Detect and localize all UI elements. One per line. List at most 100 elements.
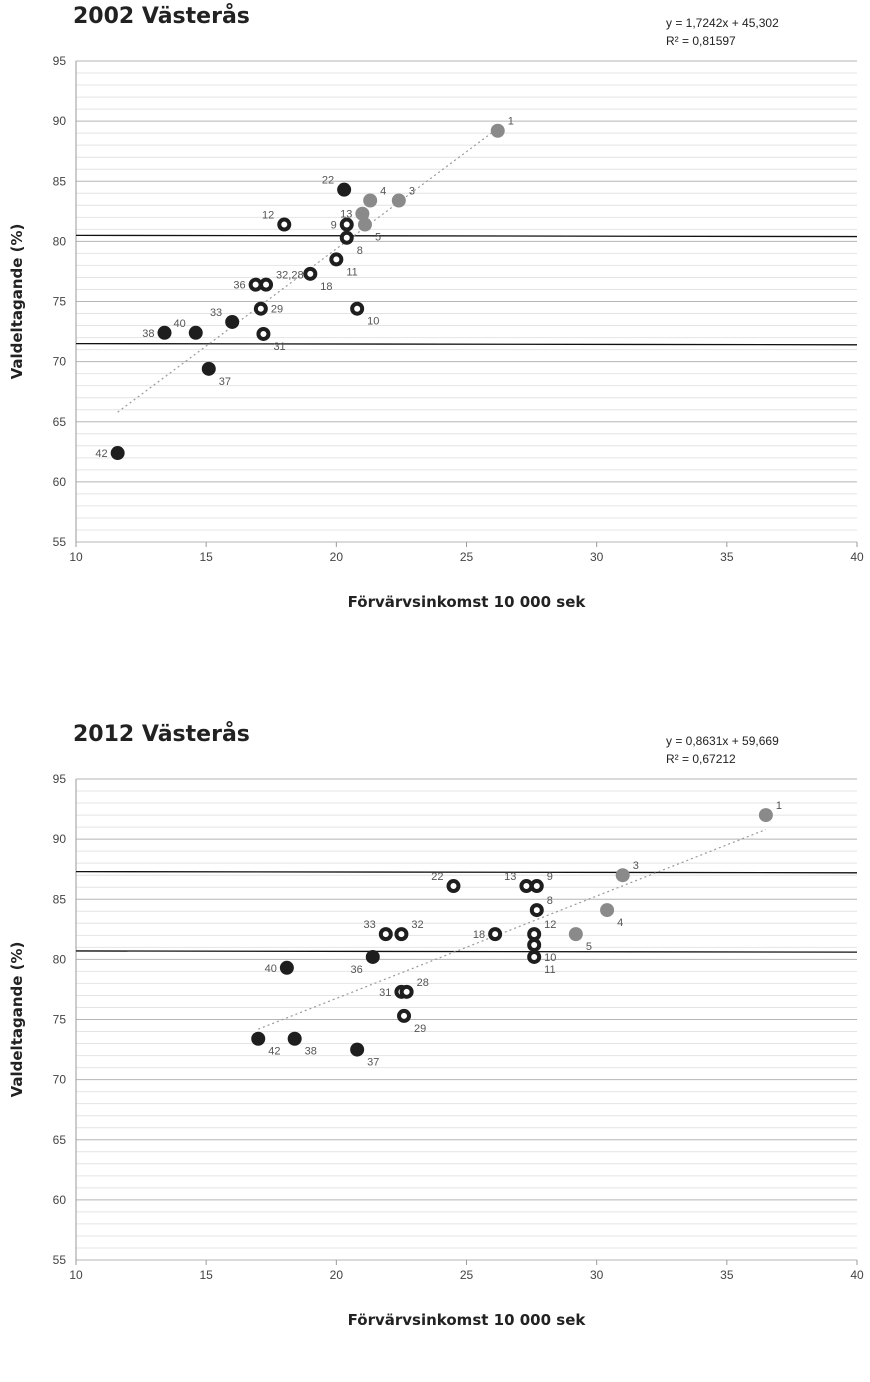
point-label: 18 <box>473 929 485 941</box>
data-point <box>355 206 370 221</box>
point-label: 36 <box>351 964 363 976</box>
y-tick-label: 90 <box>53 832 67 846</box>
y-tick-label: 75 <box>53 1013 67 1027</box>
r-squared: R² = 0,81597 <box>666 34 736 48</box>
y-tick-label: 70 <box>53 355 67 369</box>
data-point <box>391 193 406 208</box>
x-tick-label: 15 <box>199 1268 213 1282</box>
point-label: 10 <box>544 952 556 964</box>
data-point <box>188 325 203 340</box>
point-label: 28 <box>417 977 429 989</box>
point-label: 10 <box>367 316 379 328</box>
data-point <box>256 326 271 341</box>
x-axis-title: Förvärvsinkomst 10 000 sek <box>348 593 587 611</box>
point-label: 1 <box>508 116 514 128</box>
point-label: 31 <box>273 341 285 353</box>
point-label: 13 <box>504 871 516 883</box>
x-tick-label: 40 <box>850 1268 864 1282</box>
point-label: 38 <box>305 1046 317 1058</box>
x-tick-label: 10 <box>69 550 83 564</box>
data-point <box>253 301 268 316</box>
y-tick-label: 90 <box>53 114 67 128</box>
data-point <box>378 927 393 942</box>
x-tick-label: 30 <box>590 550 604 564</box>
point-label: 3 <box>409 185 415 197</box>
data-point <box>259 277 274 292</box>
point-label: 31 <box>379 987 391 999</box>
point-label: 38 <box>142 328 154 340</box>
y-tick-label: 65 <box>53 415 67 429</box>
y-tick-label: 65 <box>53 1133 67 1147</box>
data-point <box>350 1042 365 1057</box>
reference-line <box>75 234 858 238</box>
point-label: 12 <box>262 210 274 222</box>
point-label: 4 <box>380 185 386 197</box>
data-point <box>758 808 773 823</box>
chart-title: 2002 Västerås <box>73 4 250 29</box>
data-point <box>527 949 542 964</box>
data-point <box>365 949 380 964</box>
point-label: 32,28 <box>276 270 304 282</box>
data-point <box>394 927 409 942</box>
y-tick-label: 55 <box>53 535 67 549</box>
x-tick-label: 35 <box>720 1268 734 1282</box>
x-tick-label: 30 <box>590 1268 604 1282</box>
data-point <box>225 314 240 329</box>
regression-equation: y = 1,7242x + 45,302 <box>666 16 779 30</box>
x-axis-title: Förvärvsinkomst 10 000 sek <box>348 1311 587 1329</box>
data-point <box>329 252 344 267</box>
point-label: 40 <box>265 963 277 975</box>
data-point <box>600 903 615 918</box>
y-tick-label: 80 <box>53 234 67 248</box>
y-axis-title: Valdeltagande (%) <box>8 942 26 1098</box>
data-point <box>615 868 630 883</box>
point-label: 8 <box>357 245 363 257</box>
data-point <box>399 984 414 999</box>
y-tick-label: 70 <box>53 1073 67 1087</box>
trendline <box>258 828 767 1030</box>
reference-line <box>75 950 858 953</box>
data-point <box>529 903 544 918</box>
point-label: 8 <box>547 895 553 907</box>
data-point <box>279 960 294 975</box>
data-point <box>201 361 216 376</box>
chart-2012: 2012 Västerås y = 0,8631x + 59,669 R² = … <box>0 718 870 1382</box>
data-point <box>251 1031 266 1046</box>
point-label: 12 <box>544 919 556 931</box>
x-tick-label: 15 <box>199 550 213 564</box>
point-label: 5 <box>375 232 381 244</box>
point-label: 11 <box>346 266 357 278</box>
r-squared: R² = 0,67212 <box>666 752 736 766</box>
point-label: 3 <box>633 860 639 872</box>
y-tick-label: 75 <box>53 295 67 309</box>
y-tick-label: 85 <box>53 174 67 188</box>
x-tick-label: 25 <box>460 1268 474 1282</box>
chart-2002: 2002 Västerås y = 1,7242x + 45,302 R² = … <box>0 0 870 664</box>
data-point <box>277 217 292 232</box>
data-point <box>363 193 378 208</box>
data-point <box>357 217 372 232</box>
point-label: 4 <box>617 917 623 929</box>
x-tick-label: 25 <box>460 550 474 564</box>
point-label: 1 <box>776 800 782 812</box>
point-label: 33 <box>364 919 376 931</box>
data-point <box>529 879 544 894</box>
data-point <box>157 325 172 340</box>
point-label: 9 <box>547 871 553 883</box>
data-point <box>337 182 352 197</box>
trendline <box>117 127 499 413</box>
y-tick-label: 55 <box>53 1253 67 1267</box>
data-point <box>339 217 354 232</box>
x-tick-label: 40 <box>850 550 864 564</box>
y-axis-title: Valdeltagande (%) <box>8 224 26 380</box>
point-label: 9 <box>331 220 337 232</box>
point-label: 22 <box>322 175 334 187</box>
data-point <box>397 1008 412 1023</box>
x-tick-label: 10 <box>69 1268 83 1282</box>
y-tick-label: 80 <box>53 952 67 966</box>
y-tick-label: 60 <box>53 475 67 489</box>
y-tick-label: 95 <box>53 772 67 786</box>
data-point <box>488 927 503 942</box>
